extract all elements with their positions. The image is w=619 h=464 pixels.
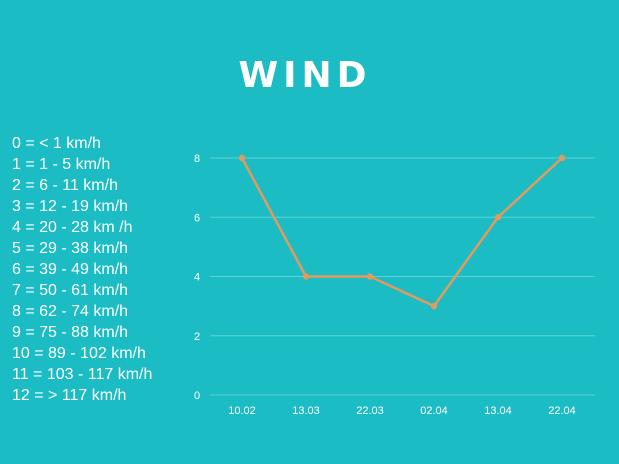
x-tick-label: 13.03: [292, 405, 320, 417]
x-tick-label: 22.03: [356, 405, 384, 417]
wind-scale-item: 7 = 50 - 61 km/h: [12, 282, 129, 299]
x-tick-label: 13.04: [484, 405, 512, 417]
x-tick-label: 10.02: [228, 405, 256, 417]
wind-scale-item: 0 = < 1 km/h: [12, 135, 101, 152]
x-tick-label: 22.04: [548, 405, 576, 417]
wind-scale-item: 4 = 20 - 28 km /h: [12, 219, 133, 236]
wind-scale-item: 5 = 29 - 38 km/h: [12, 240, 129, 257]
wind-scale-item: 8 = 62 - 74 km/h: [12, 303, 129, 320]
data-point: [302, 273, 310, 280]
y-tick-label: 4: [194, 272, 200, 284]
wind-scale-item: 12 = > 117 km/h: [12, 387, 127, 404]
y-tick-label: 8: [194, 153, 200, 165]
wind-scale-item: 11 = 103 - 117 km/h: [12, 366, 153, 383]
data-point: [238, 154, 246, 162]
wind-scale-item: 6 = 39 - 49 km/h: [12, 261, 129, 278]
wind-scale-item: 10 = 89 - 102 km/h: [12, 345, 146, 362]
chart-title: WIND: [238, 55, 372, 96]
data-point: [366, 273, 374, 280]
wind-scale-item: 2 = 6 - 11 km/h: [12, 177, 118, 194]
y-tick-label: 2: [194, 331, 200, 343]
wind-scale-item: 9 = 75 - 88 km/h: [12, 324, 129, 341]
data-point: [558, 154, 566, 162]
x-tick-label: 02.04: [420, 405, 448, 417]
wind-scale-legend: 0 = < 1 km/h 1 = 1 - 5 km/h 2 = 6 - 11 km/…: [12, 133, 152, 406]
y-tick-label: 0: [194, 390, 200, 402]
data-point: [430, 302, 438, 310]
y-tick-label: 6: [194, 212, 200, 224]
series-line: [240, 157, 563, 308]
wind-scale-item: 3 = 12 - 19 km/h: [12, 198, 129, 215]
data-point: [494, 214, 502, 221]
wind-scale-item: 1 = 1 - 5 km/h: [12, 156, 111, 173]
